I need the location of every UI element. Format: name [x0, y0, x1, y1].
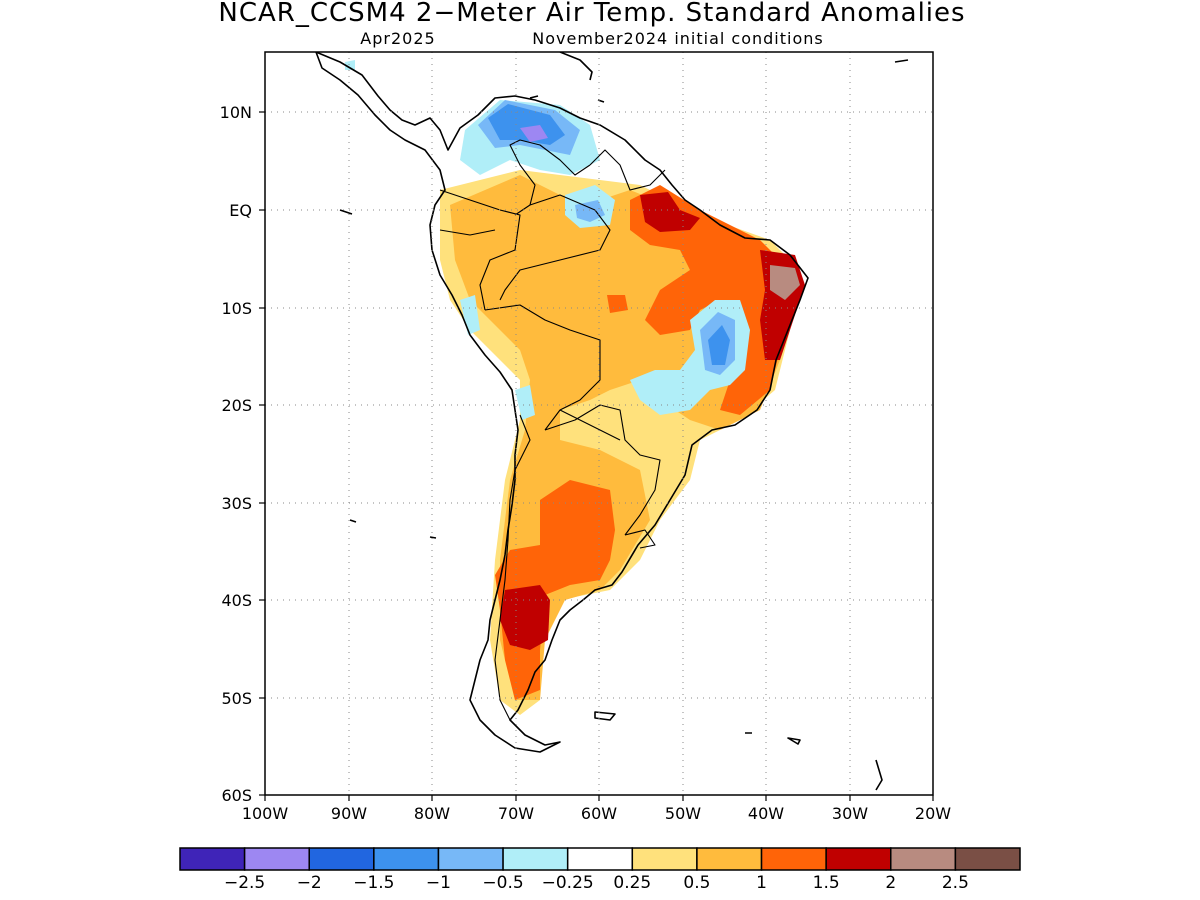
colorbar-swatch [825, 847, 892, 871]
initial-conditions: November2024 initial conditions [532, 29, 823, 48]
anomaly-region-neg [575, 200, 605, 222]
colorbar-swatch [308, 847, 375, 871]
lat-label: 50S [221, 689, 252, 708]
colorbar-label: 0.25 [613, 873, 651, 893]
colorbar-swatch [502, 847, 569, 871]
anomaly-region-neg [345, 60, 355, 70]
caribbean-islands [339, 52, 909, 791]
map-area [315, 52, 909, 791]
longitude-labels: 100W 90W 80W 70W 60W 50W 40W 30W 20W [242, 804, 951, 823]
colorbar-label: −1 [426, 873, 451, 893]
colorbar-label: −1.5 [353, 873, 394, 893]
colorbar-label: 2.5 [942, 873, 969, 893]
axis-ticks [259, 111, 934, 801]
anomaly-region-2-2.5 [770, 265, 800, 300]
country-borders [439, 139, 666, 721]
colorbar-swatch [243, 847, 310, 871]
anomaly-region-neg [460, 295, 480, 335]
colorbar-label: −0.5 [482, 873, 523, 893]
anomaly-shading [345, 60, 805, 715]
lon-label: 70W [498, 804, 534, 823]
anomaly-region-neg [520, 125, 548, 142]
anomaly-region-1.5-2 [500, 585, 550, 650]
lat-label: 10S [221, 299, 252, 318]
lat-label: 10N [220, 103, 252, 122]
anomaly-region-neg [515, 385, 535, 420]
lon-label: 20W [915, 804, 951, 823]
colorbar-swatch [631, 847, 698, 871]
colorbar-label: 1.5 [813, 873, 840, 893]
lon-label: 30W [832, 804, 868, 823]
colorbar-label: 0.5 [683, 873, 710, 893]
forecast-month: Apr2025 [360, 29, 435, 48]
lon-label: 50W [665, 804, 701, 823]
colorbar-swatch [437, 847, 504, 871]
colorbar-legend: −2.5 −2 −1.5 −1 −0.5 −0.25 0.25 0.5 1 1.5 2 2.5 [179, 847, 1021, 893]
lon-label: 60W [581, 804, 617, 823]
latitude-labels: 10N EQ 10S 20S 30S 40S 50S 60S [220, 103, 252, 805]
colorbar-swatch [954, 847, 1021, 871]
colorbar-swatch [373, 847, 440, 871]
anomaly-region-neg [708, 325, 730, 365]
colorbar-label: 1 [756, 873, 767, 893]
lat-label: 60S [221, 786, 252, 805]
colorbar-swatch [890, 847, 957, 871]
lon-label: 90W [331, 804, 367, 823]
colorbar-swatch [179, 847, 246, 871]
anomaly-region-1.5-2 [640, 192, 700, 232]
colorbar-label: 2 [885, 873, 896, 893]
colorbar-swatch [760, 847, 827, 871]
colorbar-label: −2 [297, 873, 322, 893]
colorbar-swatch [566, 847, 634, 871]
lat-label: 20S [221, 396, 252, 415]
lat-label: 40S [221, 591, 252, 610]
lat-label: EQ [229, 201, 252, 220]
colorbar-swatch [696, 847, 763, 871]
colorbar-label: −0.25 [542, 873, 594, 893]
figure-title: NCAR_CCSM4 2−Meter Air Temp. Standard An… [218, 0, 965, 28]
lon-label: 80W [414, 804, 450, 823]
south-america-coastline [315, 52, 809, 753]
lon-label: 100W [242, 804, 289, 823]
lat-label: 30S [221, 494, 252, 513]
anomaly-region-1-1.5 [607, 295, 628, 313]
colorbar-label: −2.5 [224, 873, 265, 893]
anomaly-region-1-1.5 [630, 185, 790, 415]
lon-label: 40W [748, 804, 784, 823]
